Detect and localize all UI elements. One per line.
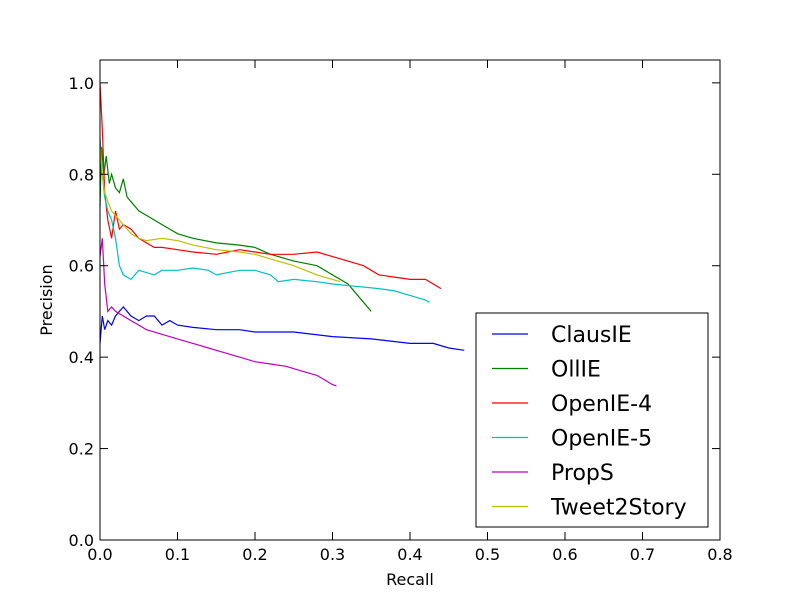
x-tick-label: 0.4 <box>397 545 422 564</box>
y-tick-label: 1.0 <box>69 74 94 93</box>
series-line-clausie <box>99 305 465 351</box>
y-tick-label: 0.6 <box>69 257 94 276</box>
legend-label: OllIE <box>551 358 601 383</box>
y-tick-label: 0.4 <box>69 348 94 367</box>
legend-label: ClausIE <box>551 323 632 348</box>
series-line-ollie <box>99 146 372 312</box>
legend-label: PropS <box>551 461 614 486</box>
y-axis-title: Precision <box>37 264 56 335</box>
y-tick-label: 0.8 <box>69 165 94 184</box>
legend-items: ClausIE OllIE OpenIE-4 OpenIE-5 PropS Tweet2S… <box>492 323 687 521</box>
x-tick-label: 0.5 <box>475 545 500 564</box>
x-tick-label: 0.1 <box>165 545 190 564</box>
y-tick-label: 0.0 <box>69 531 94 550</box>
legend-label: OpenIE-4 <box>551 392 652 417</box>
legend-label: OpenIE-5 <box>551 427 652 452</box>
y-tick-label: 0.2 <box>69 440 94 459</box>
x-tick-label: 0.7 <box>630 545 655 564</box>
series-line-tweet2story <box>99 146 341 283</box>
x-tick-label: 0.3 <box>320 545 345 564</box>
axis-layer: 0.0 0.1 0.2 0.3 0.4 0.5 0.6 0.7 0.8 0.0 0.2 0.4 0.6 0… <box>69 60 733 564</box>
x-tick-label: 0.6 <box>552 545 577 564</box>
x-tick-label: 0.2 <box>242 545 267 564</box>
x-axis-title: Recall <box>386 570 434 589</box>
legend-label: Tweet2Story <box>550 496 687 521</box>
series-line-openie-5 <box>99 137 430 303</box>
x-tick-label: 0.8 <box>707 545 732 564</box>
legend: ClausIE OllIE OpenIE-4 OpenIE-5 PropS Tweet2S… <box>475 312 709 528</box>
series-line-props <box>99 238 337 387</box>
x-tick-label: 0.0 <box>87 545 112 564</box>
legend-frame <box>475 312 709 528</box>
series-layer <box>99 82 465 387</box>
